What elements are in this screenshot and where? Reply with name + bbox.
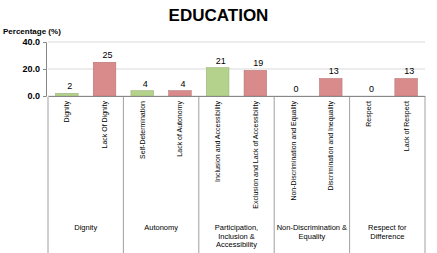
bar [357, 96, 380, 97]
data-label: 21 [216, 56, 226, 66]
group-label: Participation,Inclusion &Accessibility [215, 223, 258, 249]
y-tick: 20.0 [22, 64, 46, 74]
data-label: 13 [404, 66, 414, 76]
x-tick: Dignity [63, 96, 71, 122]
x-tick-label: Self-Determination [139, 101, 146, 159]
group-separator [425, 97, 426, 253]
x-tick-label: Inclusion and Accessibility [214, 101, 222, 182]
y-tick-label: 40.0 [22, 37, 40, 47]
y-axis: 0.0 20.0 40.0 [22, 37, 46, 101]
bar [56, 93, 79, 96]
x-tick-label: Lack Of Dignity [101, 101, 109, 149]
y-tick-mark [43, 42, 46, 43]
y-tick-label: 20.0 [22, 64, 40, 74]
bar [93, 62, 116, 96]
bar [169, 91, 192, 96]
y-tick: 40.0 [22, 37, 46, 47]
groups: Dignity Autonomy Participation,Inclusion &… [48, 97, 425, 253]
bar [131, 91, 154, 96]
x-tick: Discrimination and Inequality [327, 96, 335, 191]
x-axis-line [49, 96, 426, 97]
x-tick-label: Discrimination and Inequality [327, 101, 335, 191]
x-tick-label: Lack of Autonomy [176, 101, 184, 157]
x-tick: Non-Discrimination and Equality [290, 96, 298, 201]
group-separator [198, 97, 199, 253]
group-separator [48, 97, 49, 253]
group-separator [123, 97, 124, 253]
y-label: Percentage (%) [3, 27, 61, 36]
x-tick: Inclusion and Accessibility [214, 96, 222, 182]
group-label: Respect forDifference [368, 223, 407, 241]
x-tick-label: Dignity [63, 101, 71, 123]
group-label: Dignity [74, 223, 97, 232]
x-tick-label: Lack of Respect [403, 101, 411, 151]
x-tick-label: Respect [365, 101, 373, 127]
bar [282, 96, 305, 97]
x-tick: Exclusion and Lack of Accessibility [252, 96, 260, 209]
y-tick-label: 0.0 [27, 91, 40, 101]
data-label: 4 [180, 79, 185, 89]
group-separator [274, 97, 275, 253]
grid-line [48, 42, 425, 43]
data-label: 0 [369, 84, 374, 94]
group-label: Non-Discrimination &Equality [277, 223, 347, 241]
title: EDUCATION [169, 6, 269, 25]
bar [244, 70, 267, 96]
y-tick: 0.0 [27, 91, 46, 101]
data-label: 4 [143, 79, 148, 89]
grid [48, 42, 425, 96]
chart: EDUCATION Percentage (%) 0.0 20.0 40.0 Dignit… [0, 0, 437, 253]
y-tick-mark [43, 96, 46, 97]
data-labels: 2 25 4 4 21 19 0 13 0 13 [67, 50, 414, 94]
bar [206, 68, 229, 96]
x-tick: Lack of Respect [403, 96, 411, 151]
x-tick: Lack of Autonomy [176, 96, 184, 157]
x-tick: Self-Determination [139, 96, 146, 159]
x-tick-label: Exclusion and Lack of Accessibility [252, 101, 260, 209]
data-label: 19 [253, 58, 263, 68]
bar [395, 78, 418, 96]
x-tick: Lack Of Dignity [101, 96, 109, 148]
bars [56, 62, 418, 96]
data-label: 0 [294, 84, 299, 94]
group-label: Autonomy [144, 223, 178, 232]
x-tick: Respect [365, 96, 373, 127]
y-axis-line [43, 43, 47, 97]
x-axis: Dignity Lack Of Dignity Self-Determination… [49, 96, 426, 209]
x-tick-label: Non-Discrimination and Equality [290, 101, 298, 201]
y-tick-mark [43, 69, 46, 70]
data-label: 25 [103, 50, 113, 60]
data-label: 2 [67, 81, 72, 91]
group-separator [349, 97, 350, 253]
data-label: 13 [329, 66, 339, 76]
bar [319, 78, 342, 96]
